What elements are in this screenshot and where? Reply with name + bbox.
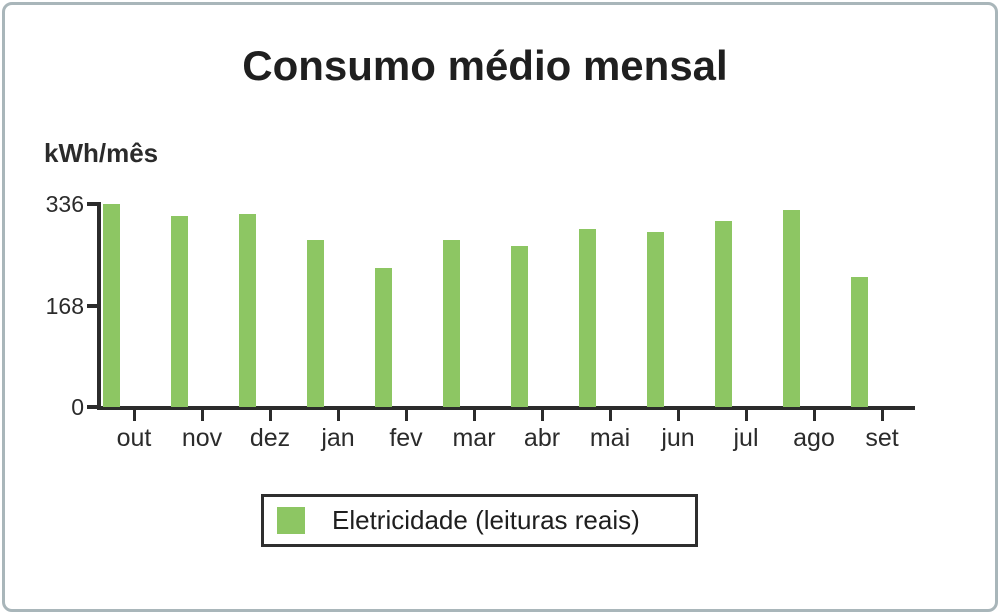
bar-ago xyxy=(783,210,800,407)
bar-jan xyxy=(307,240,324,407)
legend-swatch xyxy=(277,507,305,534)
bar-mar xyxy=(443,240,460,407)
bar-set xyxy=(851,277,868,407)
bar-jun xyxy=(647,232,664,407)
x-tick-label-abr: abr xyxy=(523,424,561,452)
y-tick-label: 168 xyxy=(45,292,84,319)
bar-fev xyxy=(375,268,392,407)
chart-title: Consumo médio mensal xyxy=(242,42,728,89)
x-tick xyxy=(337,408,340,421)
legend-box: Eletricidade (leituras reais) xyxy=(261,494,698,547)
x-tick-label-ago: ago xyxy=(793,424,835,452)
y-tick xyxy=(87,303,98,308)
x-tick-label-mar: mar xyxy=(452,424,496,452)
x-tick xyxy=(405,408,408,421)
x-tick xyxy=(881,408,884,421)
bar-jul xyxy=(715,221,732,407)
y-tick-label: 0 xyxy=(71,394,84,420)
x-tick-label-dez: dez xyxy=(249,424,291,452)
x-axis-line xyxy=(97,406,915,410)
x-tick xyxy=(609,408,612,421)
y-axis-line xyxy=(97,202,101,410)
x-tick-label-fev: fev xyxy=(389,424,423,452)
bar-dez xyxy=(239,214,256,407)
bar-mai xyxy=(579,229,596,407)
bar-out xyxy=(103,204,120,407)
x-tick xyxy=(541,408,544,421)
x-tick xyxy=(677,408,680,421)
y-axis-unit-label: kWh/mês xyxy=(44,138,159,168)
x-tick xyxy=(133,408,136,421)
x-tick xyxy=(269,408,272,421)
x-tick-label-set: set xyxy=(865,424,899,452)
legend-label: Eletricidade (leituras reais) xyxy=(332,505,640,535)
x-tick-label-jan: jan xyxy=(321,424,355,452)
y-tick xyxy=(87,405,98,409)
x-tick-label-out: out xyxy=(116,424,152,452)
x-tick xyxy=(473,408,476,421)
y-tick-label: 336 xyxy=(45,191,84,217)
x-tick xyxy=(745,408,748,421)
x-tick-label-jul: jul xyxy=(733,424,759,452)
x-tick-label-jun: jun xyxy=(661,424,695,452)
x-tick xyxy=(201,408,204,421)
bar-nov xyxy=(171,216,188,407)
x-tick-label-mai: mai xyxy=(589,424,631,452)
x-tick xyxy=(813,408,816,421)
y-tick xyxy=(87,202,98,206)
bar-abr xyxy=(511,246,528,407)
x-tick-label-nov: nov xyxy=(181,424,223,452)
